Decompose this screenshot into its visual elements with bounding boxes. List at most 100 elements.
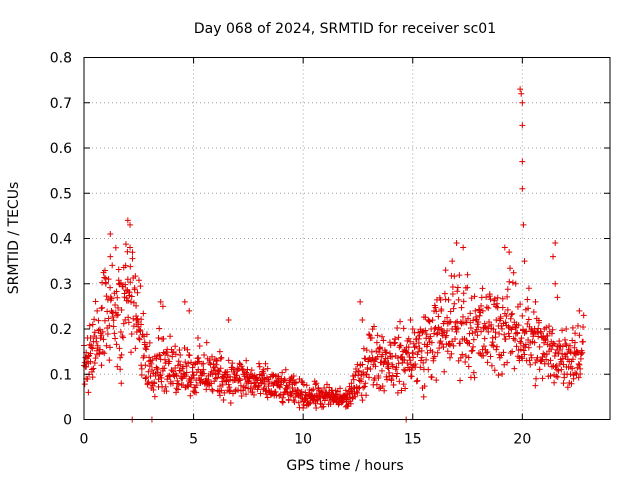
data-point (146, 339, 153, 346)
data-point (553, 362, 560, 369)
data-point (194, 355, 201, 362)
data-point (369, 354, 376, 361)
data-point (133, 313, 140, 320)
data-point (113, 288, 120, 295)
data-point (352, 393, 359, 400)
data-point (101, 350, 108, 357)
data-point (453, 240, 460, 247)
data-point (534, 354, 541, 361)
data-point (569, 356, 576, 363)
data-point (196, 342, 203, 349)
data-point (503, 313, 510, 320)
data-point (89, 321, 96, 328)
data-point (517, 301, 524, 308)
data-point (575, 361, 582, 368)
data-point (449, 258, 456, 265)
data-point (523, 328, 530, 335)
data-point (572, 330, 579, 337)
data-point (375, 372, 382, 379)
data-point (360, 345, 367, 352)
data-point (571, 344, 578, 351)
data-point (258, 379, 265, 386)
data-point (216, 368, 223, 375)
data-point (550, 253, 557, 260)
data-point (367, 366, 374, 373)
data-point (498, 352, 505, 359)
data-point (125, 297, 132, 304)
data-point (188, 375, 195, 382)
data-point (348, 380, 355, 387)
data-point (512, 324, 519, 331)
data-point (414, 377, 421, 384)
data-point (354, 389, 361, 396)
data-point (373, 381, 380, 388)
data-point (94, 307, 101, 314)
data-point (518, 90, 525, 97)
data-point (104, 308, 111, 315)
data-point (520, 347, 527, 354)
data-point (474, 332, 481, 339)
data-point (551, 353, 558, 360)
data-point (125, 319, 132, 326)
data-point (389, 372, 396, 379)
data-point (400, 325, 407, 332)
data-point (473, 314, 480, 321)
data-point (110, 317, 117, 324)
data-point (458, 304, 465, 311)
data-point (454, 284, 461, 291)
data-point (159, 303, 166, 310)
data-point (389, 363, 396, 370)
data-point (142, 375, 149, 382)
data-point (169, 368, 176, 375)
data-point (512, 324, 519, 331)
data-point (493, 300, 500, 307)
data-point (133, 302, 140, 309)
data-point (383, 349, 390, 356)
data-point (318, 389, 325, 396)
data-point (545, 360, 552, 367)
data-point (452, 319, 459, 326)
data-point (394, 354, 401, 361)
data-point (431, 326, 438, 332)
data-point (141, 352, 148, 359)
data-point (279, 369, 286, 376)
data-point (478, 328, 485, 335)
data-point (133, 316, 140, 323)
data-point (446, 319, 453, 326)
data-point (493, 303, 500, 310)
data-point (277, 384, 284, 391)
data-point (227, 400, 234, 407)
data-point (471, 293, 478, 300)
data-point (104, 296, 111, 303)
data-point (500, 349, 507, 356)
data-point (541, 326, 548, 332)
data-point (172, 343, 179, 350)
data-point (413, 378, 420, 385)
data-point (308, 387, 315, 394)
data-point (519, 312, 526, 319)
data-point (485, 328, 492, 335)
data-point (209, 371, 216, 378)
data-point (128, 298, 135, 305)
data-point (567, 342, 574, 349)
data-point (136, 336, 143, 343)
data-point (450, 342, 457, 349)
data-point (120, 334, 127, 341)
data-point (163, 388, 170, 395)
data-point (344, 402, 350, 409)
data-point (553, 373, 560, 380)
y-axis-label: SRMTID / TECUs (6, 182, 22, 295)
data-point (504, 359, 511, 366)
data-point (502, 319, 509, 326)
data-point (193, 389, 200, 396)
data-point (479, 285, 486, 292)
data-point (164, 352, 171, 359)
data-point (211, 378, 218, 385)
data-point (103, 342, 110, 349)
data-point (237, 377, 244, 384)
data-point (229, 360, 236, 367)
data-point (511, 365, 518, 372)
data-point (365, 331, 372, 338)
data-point (429, 348, 436, 355)
data-point (436, 345, 443, 352)
